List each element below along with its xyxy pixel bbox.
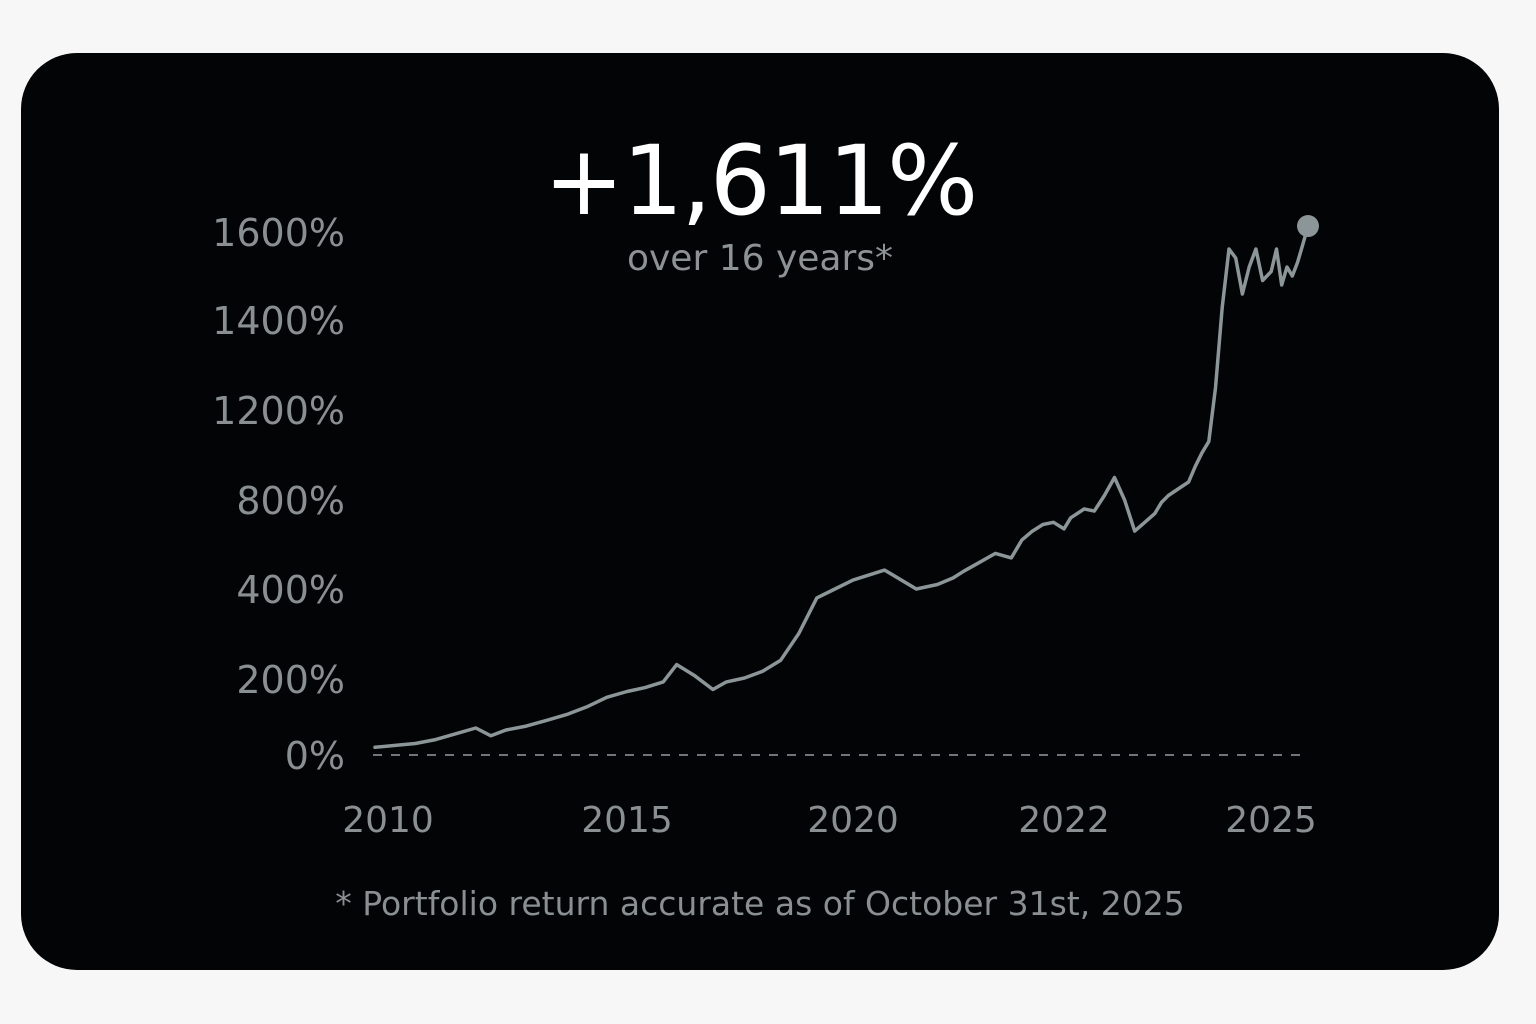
return-period-subtitle: over 16 years*: [626, 238, 894, 279]
y-tick-label: 0%: [285, 734, 345, 778]
x-tick-label: 2020: [807, 800, 899, 841]
y-tick-label: 1600%: [212, 211, 345, 255]
x-tick-label: 2022: [1018, 800, 1110, 841]
portfolio-return-chart: 0%200%400%800%1200%1400%1600% 2010 2015 20…: [212, 211, 1319, 841]
y-axis-ticks: 0% 200% 400% 800% 1200% 1400% 1600%: [212, 211, 345, 778]
y-tick-label: 200%: [236, 658, 345, 702]
x-axis-ticks: 2010 2015 2020 2022 2025: [342, 800, 1317, 841]
portfolio-return-line: [373, 224, 1310, 750]
latest-value-marker: [1297, 215, 1319, 238]
x-tick-label: 2025: [1225, 800, 1317, 841]
y-tick-label: 1400%: [212, 299, 345, 343]
portfolio-return-card: +1,611% over 16 years* 0% 200% 400% 800% 120…: [21, 53, 1499, 970]
y-tick-label: 800%: [236, 479, 345, 523]
x-tick-label: 2010: [342, 800, 434, 841]
x-tick-label: 2015: [581, 800, 673, 841]
y-tick-label: 400%: [236, 568, 345, 612]
return-headline: +1,611%: [543, 125, 978, 237]
y-tick-label: 1200%: [212, 389, 345, 433]
footnote: * Portfolio return accurate as of Octobe…: [335, 884, 1185, 923]
